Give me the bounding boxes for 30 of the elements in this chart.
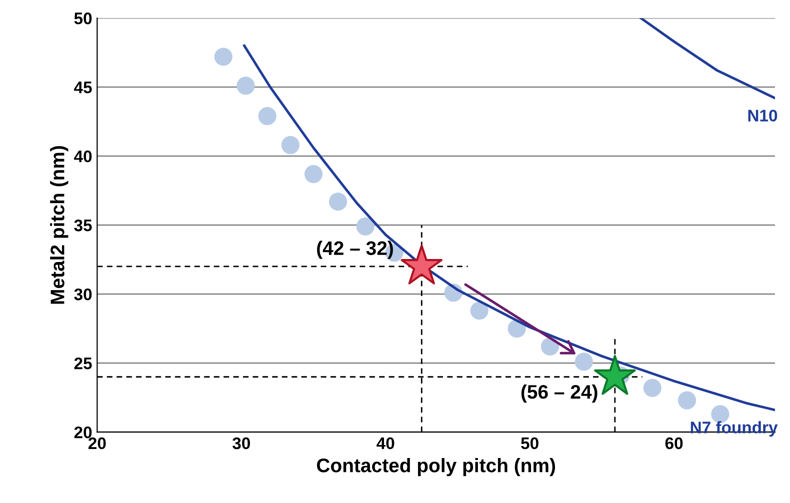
series-label: N10 xyxy=(748,110,778,122)
annotation: (42 – 32) xyxy=(317,240,393,259)
point xyxy=(678,391,696,410)
point xyxy=(328,192,348,211)
x-tick-label: 20 xyxy=(88,437,106,450)
y-tick-label: 35 xyxy=(74,219,92,232)
line-series xyxy=(640,18,775,100)
line-series xyxy=(243,44,775,412)
annotation: (56 – 24) xyxy=(521,384,598,403)
point xyxy=(281,136,300,154)
y-tick-label: 40 xyxy=(74,150,92,162)
point xyxy=(574,352,593,371)
x-tick-label: 60 xyxy=(665,437,683,450)
point xyxy=(643,378,662,397)
x-axis-title: Contacted poly pitch (nm) xyxy=(316,458,556,476)
point xyxy=(356,217,374,236)
x-tick-label: 30 xyxy=(232,437,250,450)
y-tick-label: 50 xyxy=(74,12,92,24)
point xyxy=(236,76,255,95)
point xyxy=(258,107,276,126)
point xyxy=(214,48,232,66)
y-tick-label: 25 xyxy=(74,357,92,370)
x-tick-label: 50 xyxy=(521,437,538,450)
y-tick-label: 30 xyxy=(74,288,92,300)
point xyxy=(304,164,323,184)
y-tick-label: 45 xyxy=(74,82,92,94)
x-tick-label: 40 xyxy=(376,437,394,450)
point xyxy=(470,302,488,320)
y-axis-title: Metal2 pitch (nm) xyxy=(50,146,68,304)
y-tick-label: 20 xyxy=(74,426,92,438)
